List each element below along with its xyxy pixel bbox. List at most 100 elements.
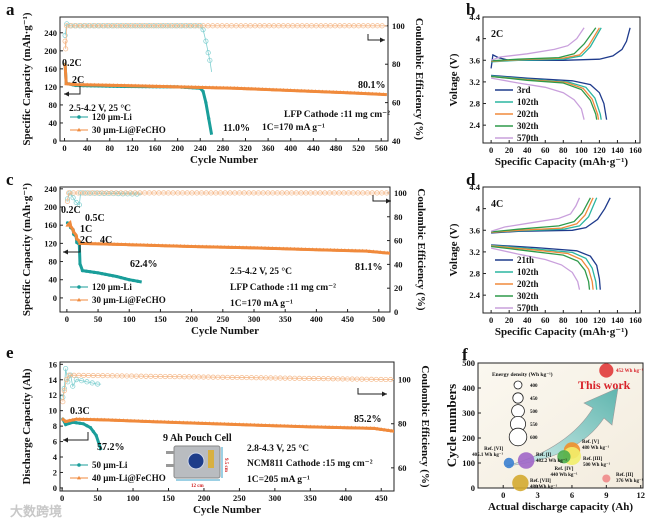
data-point (71, 227, 76, 232)
data-point (313, 89, 318, 93)
y2-tick-label: 60 (398, 463, 407, 473)
legend-label: 570th (517, 303, 539, 313)
data-point (342, 248, 347, 252)
data-point (92, 270, 96, 274)
data-point (74, 232, 79, 237)
legend-marker (77, 297, 81, 302)
data-point (389, 428, 394, 433)
legend-label: 3rd (517, 85, 531, 95)
curve-charge (490, 27, 631, 69)
bubble-ref: Ref. [VI] (484, 447, 503, 452)
data-point (200, 244, 205, 249)
data-point (267, 423, 272, 427)
y-tick-label: 100 (462, 458, 475, 468)
data-point (215, 421, 220, 426)
data-point (281, 88, 286, 92)
data-point (100, 373, 106, 379)
data-point (196, 85, 201, 89)
x-tick-label: 300 (268, 493, 281, 503)
data-point (80, 269, 85, 273)
data-point (339, 248, 344, 252)
x-tick-label: 400 (310, 314, 323, 324)
data-point (218, 244, 223, 249)
data-point (123, 242, 128, 247)
y-tick-label: 120 (44, 82, 57, 92)
data-point (341, 90, 346, 95)
data-point (76, 372, 82, 378)
data-point (121, 418, 126, 423)
data-point (108, 242, 113, 246)
data-point (193, 244, 198, 249)
data-point (93, 241, 98, 246)
data-point (364, 376, 370, 382)
x-tick-label: 0 (65, 314, 69, 324)
data-point (165, 84, 170, 89)
y-tick-label: 40 (49, 118, 58, 128)
data-point (96, 271, 100, 275)
y2-axis-label: Coulombic Efficiency (%) (413, 18, 425, 141)
data-point (151, 419, 156, 424)
data-point (156, 243, 161, 247)
data-point (78, 262, 82, 266)
x-tick-label: 0 (60, 493, 64, 503)
bubble-point (503, 457, 515, 469)
data-point (307, 247, 312, 251)
plot-area (60, 366, 394, 451)
data-point (244, 245, 249, 250)
data-point (85, 424, 89, 428)
data-point (383, 190, 390, 196)
data-point (218, 421, 223, 426)
data-point (203, 38, 209, 44)
data-point (177, 374, 183, 380)
data-point (215, 244, 220, 249)
data-point (353, 248, 358, 253)
data-point (175, 84, 180, 89)
data-point (207, 116, 211, 121)
legend-size-label: 500 (530, 410, 538, 415)
data-point (162, 419, 167, 424)
data-point (96, 82, 101, 87)
data-point (171, 243, 176, 248)
data-point (67, 421, 71, 426)
bubble-energy: 405.1 Wh kg⁻¹ (472, 452, 503, 458)
data-point (381, 92, 386, 96)
data-point (64, 198, 71, 204)
arrow-head (382, 391, 387, 397)
data-point (334, 90, 339, 94)
height-label: 9.5 cm (223, 458, 228, 473)
x-tick-label: 40 (523, 145, 532, 155)
data-point (268, 375, 274, 381)
data-point (299, 247, 304, 251)
data-point (167, 243, 172, 248)
data-point (252, 422, 257, 427)
data-point (274, 246, 279, 250)
data-point (185, 244, 190, 248)
data-point (321, 247, 326, 252)
y2-tick-label: 80 (392, 59, 401, 69)
curve-discharge (491, 75, 602, 120)
bubble-energy: 480 Wh kg⁻¹ (582, 445, 610, 451)
y-tick-label: 4.4 (469, 182, 480, 192)
series-line (63, 64, 387, 97)
data-point (196, 244, 201, 249)
data-point (111, 274, 115, 278)
data-point (67, 81, 72, 86)
data-point (334, 425, 339, 429)
data-point (271, 87, 276, 92)
x-tick-label: 40 (523, 315, 532, 325)
panel-c: c0 50 100 150 200 250 300 350 400 450 500040801201… (6, 170, 427, 337)
x-tick-label: 20 (505, 315, 514, 325)
data-point (304, 424, 309, 429)
bubble-ref: Ref. [I] (536, 453, 552, 458)
series-1 (65, 219, 390, 255)
data-point (160, 243, 165, 248)
data-point (297, 424, 302, 428)
data-point (76, 202, 82, 208)
data-point (84, 417, 89, 421)
data-point (204, 101, 208, 105)
x-tick-label: 280 (216, 143, 229, 153)
data-point (119, 242, 124, 246)
data-point (226, 422, 231, 426)
x-tick-label: 560 (375, 143, 388, 153)
data-point (91, 429, 95, 434)
